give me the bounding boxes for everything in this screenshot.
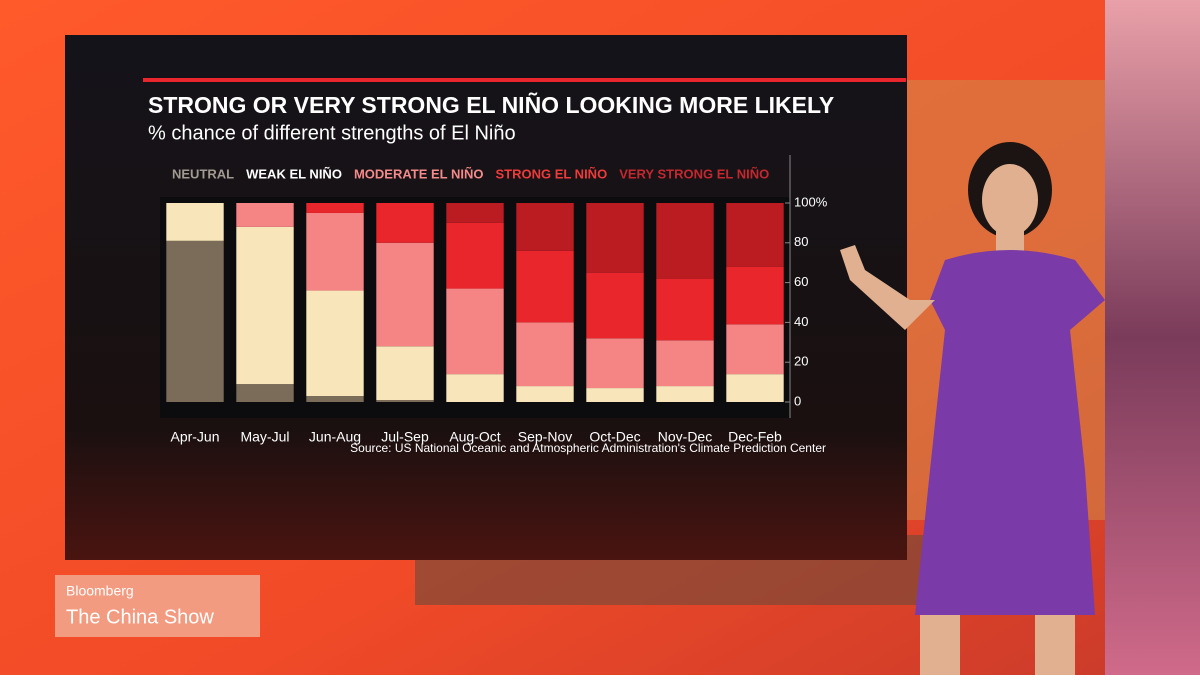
bar-segment bbox=[586, 203, 644, 273]
side-wall bbox=[1105, 0, 1200, 675]
bar-segment bbox=[726, 203, 784, 267]
bar-segment bbox=[446, 222, 504, 289]
brand-name: Bloomberg bbox=[66, 583, 134, 599]
bar-segment bbox=[306, 396, 364, 402]
bar-segment bbox=[516, 203, 574, 251]
bar-segment bbox=[376, 400, 434, 402]
y-tick-label: 40 bbox=[794, 314, 808, 329]
legend-label: MODERATE EL NIÑO bbox=[354, 166, 484, 181]
bar-segment bbox=[656, 278, 714, 341]
legend-label: WEAK EL NIÑO bbox=[246, 166, 342, 181]
bar-segment bbox=[656, 340, 714, 387]
presenter bbox=[840, 142, 1105, 675]
bar-segment bbox=[236, 384, 294, 402]
y-tick-label: 60 bbox=[794, 274, 808, 289]
y-tick-label: 0 bbox=[794, 393, 801, 408]
chart-title: STRONG OR VERY STRONG EL NIÑO LOOKING MO… bbox=[148, 91, 834, 118]
y-tick-label: 100% bbox=[794, 194, 828, 209]
bar-segment bbox=[516, 250, 574, 323]
x-tick-label: May-Jul bbox=[240, 429, 289, 445]
x-tick-label: Jun-Aug bbox=[309, 429, 361, 445]
legend-label: NEUTRAL bbox=[172, 166, 234, 181]
bar-segment bbox=[726, 324, 784, 375]
bar-segment bbox=[516, 386, 574, 402]
title-rule bbox=[143, 78, 906, 82]
presenter-leg bbox=[920, 615, 960, 675]
legend-label: STRONG EL NIÑO bbox=[495, 166, 607, 181]
presenter-arm bbox=[840, 245, 935, 330]
bar-segment bbox=[446, 288, 504, 375]
bar-segment bbox=[586, 338, 644, 389]
bar-segment bbox=[376, 203, 434, 243]
x-tick-label: Aug-Oct bbox=[449, 429, 500, 445]
bar-segment bbox=[586, 272, 644, 339]
bar-segment bbox=[656, 203, 714, 279]
bar-segment bbox=[236, 203, 294, 227]
x-tick-label: Dec-Feb bbox=[728, 429, 782, 445]
presenter-face bbox=[982, 164, 1038, 236]
x-tick-label: Sep-Nov bbox=[518, 429, 572, 445]
legend-label: VERY STRONG EL NIÑO bbox=[619, 166, 769, 181]
bar-segment bbox=[376, 242, 434, 347]
x-tick-label: Jul-Sep bbox=[381, 429, 429, 445]
y-tick-label: 80 bbox=[794, 234, 808, 249]
bar-segment bbox=[166, 240, 224, 402]
bar-segment bbox=[726, 266, 784, 325]
presenter-dress bbox=[915, 250, 1105, 615]
bar-segment bbox=[446, 203, 504, 223]
bar-segment bbox=[586, 388, 644, 402]
x-tick-label: Apr-Jun bbox=[170, 429, 219, 445]
source-note: Source: US National Oceanic and Atmosphe… bbox=[350, 441, 826, 455]
presenter-leg bbox=[1035, 615, 1075, 675]
plot: 0 20 40 60 80 100% NEUTRAL WEAK EL NIÑO MODERATE… bbox=[160, 155, 828, 445]
show-name: The China Show bbox=[66, 606, 214, 628]
lower-third bbox=[55, 575, 260, 637]
x-tick-label: Oct-Dec bbox=[589, 429, 640, 445]
chart-subtitle: % chance of different strengths of El Ni… bbox=[148, 122, 516, 144]
x-tick-label: Nov-Dec bbox=[658, 429, 712, 445]
bar-segment bbox=[306, 212, 364, 291]
bar-segment bbox=[166, 203, 224, 241]
bar-segment bbox=[236, 226, 294, 385]
bar-segment bbox=[516, 322, 574, 387]
bar-segment bbox=[306, 290, 364, 397]
bar-segment bbox=[446, 374, 504, 402]
bar-segment bbox=[306, 203, 364, 213]
y-tick-label: 20 bbox=[794, 354, 808, 369]
bar-segment bbox=[656, 386, 714, 402]
bar-segment bbox=[726, 374, 784, 402]
bar-segment bbox=[376, 346, 434, 401]
